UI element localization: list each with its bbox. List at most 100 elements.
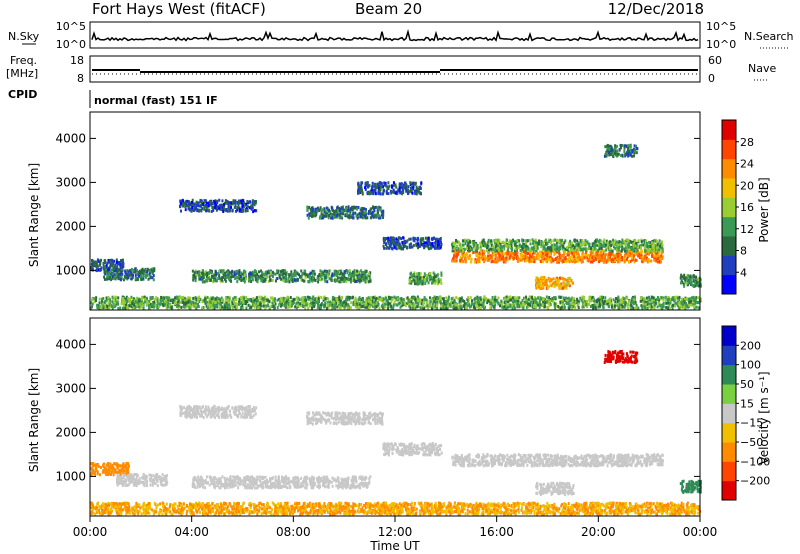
- range-gate: [250, 204, 253, 208]
- range-gate: [116, 271, 119, 275]
- range-gate: [562, 282, 565, 286]
- range-gate: [410, 271, 413, 275]
- range-gate: [598, 260, 601, 264]
- range-gate: [622, 247, 625, 251]
- range-gate: [142, 271, 145, 275]
- range-gate: [238, 298, 241, 302]
- range-gate: [224, 277, 227, 281]
- range-gate: [596, 256, 599, 260]
- range-gate: [614, 254, 617, 258]
- noise-tick-right-top: 10^5: [706, 20, 736, 33]
- range-gate: [348, 216, 351, 220]
- range-gate: [496, 256, 499, 260]
- range-gate: [606, 245, 609, 249]
- range-gate: [486, 301, 489, 305]
- range-gate: [541, 243, 544, 247]
- range-gate: [431, 244, 434, 248]
- range-gate: [522, 249, 525, 253]
- range-gate: [633, 260, 636, 264]
- range-gate: [519, 252, 522, 256]
- range-gate: [287, 305, 290, 309]
- range-gate: [555, 248, 558, 252]
- range-gate: [373, 182, 376, 186]
- range-gate: [368, 184, 371, 188]
- range-gate: [459, 259, 462, 263]
- range-gate: [269, 278, 272, 282]
- range-gate: [434, 306, 437, 310]
- range-gate: [427, 236, 430, 240]
- range-gate: [586, 258, 589, 262]
- range-gate: [548, 250, 551, 254]
- range-gate: [420, 242, 423, 246]
- range-gate: [410, 280, 413, 284]
- range-gate: [127, 304, 130, 308]
- range-gate: [109, 270, 112, 274]
- range-gate: [373, 188, 376, 192]
- range-gate: [252, 296, 255, 300]
- range-gate: [593, 244, 596, 248]
- range-gate: [319, 269, 322, 273]
- range-gate: [211, 206, 214, 210]
- range-gate: [522, 254, 525, 258]
- range-gate: [658, 260, 661, 264]
- range-gate: [581, 254, 584, 258]
- range-gate: [148, 269, 151, 273]
- range-gate: [563, 241, 566, 245]
- range-gate: [619, 146, 622, 150]
- range-gate: [210, 299, 213, 303]
- range-gate: [324, 212, 327, 216]
- range-gate: [570, 278, 573, 282]
- range-gate: [414, 181, 417, 185]
- range-gate: [401, 242, 404, 246]
- range-gate: [572, 281, 575, 285]
- range-gate: [236, 200, 239, 204]
- range-gate: [262, 272, 265, 276]
- range-gate: [421, 298, 424, 302]
- range-gate: [201, 201, 204, 205]
- range-gate: [437, 243, 440, 247]
- freq-tick-bottom: 8: [77, 72, 84, 85]
- range-gate: [426, 276, 429, 280]
- range-gate: [590, 247, 593, 251]
- range-gate: [218, 270, 221, 274]
- range-gate: [659, 246, 662, 250]
- range-gate: [380, 213, 383, 217]
- range-gate: [404, 239, 407, 243]
- range-gate: [541, 260, 544, 264]
- range-gate: [674, 301, 677, 305]
- range-gate: [600, 259, 603, 263]
- range-gate: [430, 276, 433, 280]
- range-gate: [661, 256, 664, 260]
- range-gate: [149, 275, 152, 279]
- range-gate: [614, 144, 617, 148]
- range-gate: [486, 256, 489, 260]
- range-gate: [424, 236, 427, 240]
- range-gate: [236, 275, 239, 279]
- range-gate: [353, 278, 356, 282]
- range-gate: [645, 251, 648, 255]
- range-gate: [601, 243, 604, 247]
- range-gate: [594, 244, 597, 248]
- range-gate: [251, 199, 254, 203]
- range-gate: [96, 268, 99, 272]
- range-gate: [613, 254, 616, 258]
- range-gate: [526, 245, 529, 249]
- range-gate: [652, 300, 655, 304]
- range-gate: [124, 271, 127, 275]
- range-gate: [360, 305, 363, 309]
- range-gate: [535, 276, 538, 280]
- range-gate: [453, 298, 456, 302]
- range-gate: [103, 277, 106, 281]
- range-gate: [323, 210, 326, 214]
- range-gate: [564, 247, 567, 251]
- range-gate: [629, 240, 632, 244]
- range-gate: [249, 272, 252, 276]
- range-gate: [284, 279, 287, 283]
- range-gate: [262, 302, 265, 306]
- range-gate: [188, 203, 191, 207]
- range-gate: [273, 301, 276, 305]
- range-gate: [240, 300, 243, 304]
- range-gate: [280, 296, 283, 300]
- range-gate: [462, 239, 465, 243]
- range-gate: [461, 299, 464, 303]
